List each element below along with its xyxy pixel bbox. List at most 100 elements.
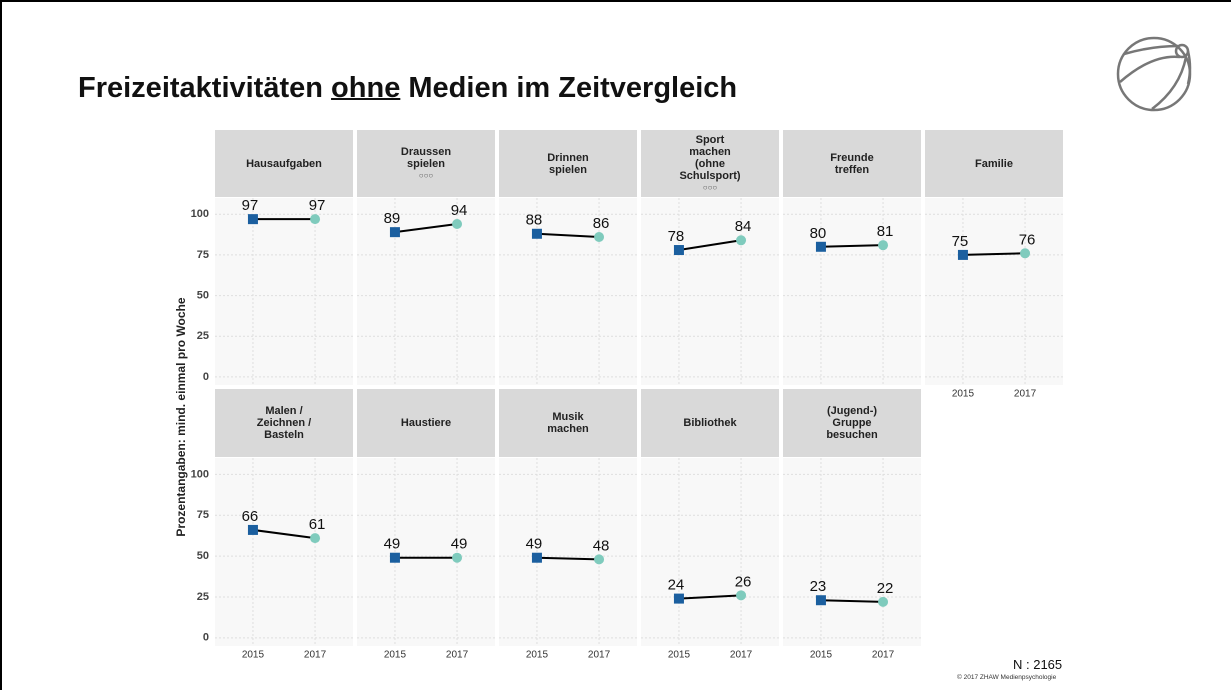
point-square [815, 241, 826, 252]
y-tick-label: 25 [197, 330, 209, 342]
point-square [531, 228, 542, 239]
facet-title: Draussen spielen [400, 145, 452, 170]
facet-strip: Sport machen (ohne Schulsport) ○○○ [641, 130, 779, 197]
facet-strip: Drinnen spielen [499, 130, 637, 197]
y-tick-label: 75 [197, 509, 209, 521]
facet-strip: (Jugend-) Gruppe besuchen [783, 389, 921, 457]
facet-title: Freunde treffen [830, 151, 874, 176]
value-label: 61 [309, 516, 326, 533]
x-tick-label: 2015 [242, 650, 265, 661]
x-tick-label: 2015 [526, 650, 549, 661]
value-label: 97 [309, 197, 326, 214]
x-tick-label: 2015 [810, 650, 833, 661]
point-square [957, 249, 968, 260]
value-label: 84 [735, 218, 752, 235]
panel-background [783, 458, 921, 646]
y-tick-label: 0 [203, 632, 209, 644]
panel-background [499, 458, 637, 646]
facet-subtitle: ○○○ [418, 170, 434, 180]
y-tick-label: 0 [203, 371, 209, 383]
panel-background [499, 198, 637, 385]
panel-background [925, 198, 1063, 385]
x-tick-label: 2017 [446, 650, 469, 661]
point-square [389, 227, 400, 238]
panel-background [783, 198, 921, 385]
value-label: 94 [451, 202, 468, 219]
slide-title: Freizeitaktivitäten ohne Medien im Zeitv… [78, 72, 737, 105]
y-axis-label: Prozentangaben: mind. einmal pro Woche [174, 297, 188, 536]
value-label: 22 [877, 580, 894, 597]
value-label: 78 [668, 228, 685, 245]
line [394, 223, 458, 234]
line [820, 244, 884, 248]
point-square [673, 593, 684, 604]
facet-strip: Bibliothek [641, 389, 779, 457]
point-square [247, 524, 258, 535]
point-circle [310, 214, 321, 225]
x-tick-label: 2015 [668, 650, 691, 661]
panel-background [357, 458, 495, 646]
point-circle [736, 590, 747, 601]
point-circle [452, 219, 463, 230]
point-circle [878, 596, 889, 607]
line [252, 528, 316, 540]
value-label: 24 [668, 577, 685, 594]
value-label: 49 [451, 536, 468, 553]
facet-title: Hausaufgaben [246, 157, 322, 170]
line [678, 239, 742, 252]
value-label: 80 [810, 225, 827, 242]
facet-subtitle: ○○○ [702, 182, 718, 192]
x-tick-label: 2015 [384, 650, 407, 661]
value-label: 66 [242, 508, 259, 525]
x-tick-label: 2017 [730, 650, 753, 661]
y-tick-label: 50 [197, 289, 209, 301]
x-tick-label: 2017 [1014, 389, 1037, 400]
line [536, 232, 600, 239]
facet-title: Bibliothek [683, 417, 737, 429]
value-label: 76 [1019, 231, 1036, 248]
line [536, 556, 600, 561]
value-label: 97 [242, 197, 259, 214]
copyright: © 2017 ZHAW Medienpsychologie [957, 674, 1057, 681]
panel-background [215, 458, 353, 646]
value-label: 49 [526, 536, 543, 553]
facet-title: Malen / Zeichnen / Basteln [256, 405, 312, 441]
point-circle [594, 554, 605, 565]
value-label: 26 [735, 573, 752, 590]
panel-background [641, 458, 779, 646]
x-tick-label: 2017 [588, 650, 611, 661]
facet-strip: Hausaufgaben [215, 130, 353, 197]
point-square [673, 245, 684, 256]
title-part: Medien im Zeitvergleich [408, 72, 738, 104]
facet-title: Familie [975, 157, 1013, 170]
point-circle [878, 240, 889, 251]
value-label: 48 [593, 537, 610, 554]
value-label: 88 [526, 212, 543, 229]
x-tick-label: 2015 [952, 389, 975, 400]
line [962, 252, 1026, 256]
panel-background [357, 198, 495, 385]
title-emphasis: ohne [331, 72, 401, 104]
point-circle [310, 533, 321, 544]
value-label: 81 [877, 223, 894, 240]
ball-icon [1116, 36, 1192, 112]
y-tick-label: 50 [197, 550, 209, 562]
line [678, 594, 742, 600]
point-circle [1020, 248, 1031, 259]
facet-strip: Freunde treffen [783, 130, 921, 197]
x-tick-label: 2017 [872, 650, 895, 661]
value-label: 23 [810, 578, 827, 595]
value-label: 86 [593, 215, 610, 232]
facet-strip: Familie [925, 130, 1063, 197]
y-tick-label: 100 [191, 468, 209, 480]
point-square [389, 552, 400, 563]
facet-title: Haustiere [400, 417, 452, 429]
facet-strip: Haustiere [357, 389, 495, 457]
facet-strip: Draussen spielen ○○○ [357, 130, 495, 197]
point-circle [594, 232, 605, 243]
value-label: 75 [952, 233, 969, 250]
point-square [247, 214, 258, 225]
point-circle [736, 235, 747, 246]
facet-title: Musik machen [547, 411, 589, 435]
